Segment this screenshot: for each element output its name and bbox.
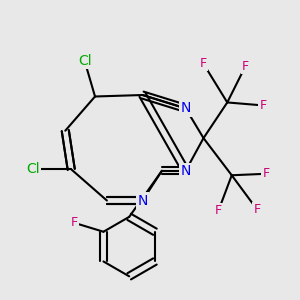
- Text: N: N: [137, 194, 148, 208]
- Text: F: F: [254, 203, 261, 216]
- Text: F: F: [242, 60, 249, 73]
- Text: F: F: [260, 99, 266, 112]
- Text: F: F: [200, 57, 207, 70]
- Text: F: F: [262, 167, 269, 180]
- Text: Cl: Cl: [78, 54, 92, 68]
- Text: N: N: [181, 164, 191, 178]
- Text: Cl: Cl: [26, 162, 39, 176]
- Text: N: N: [181, 101, 191, 116]
- Text: F: F: [215, 204, 222, 218]
- Text: F: F: [70, 216, 78, 229]
